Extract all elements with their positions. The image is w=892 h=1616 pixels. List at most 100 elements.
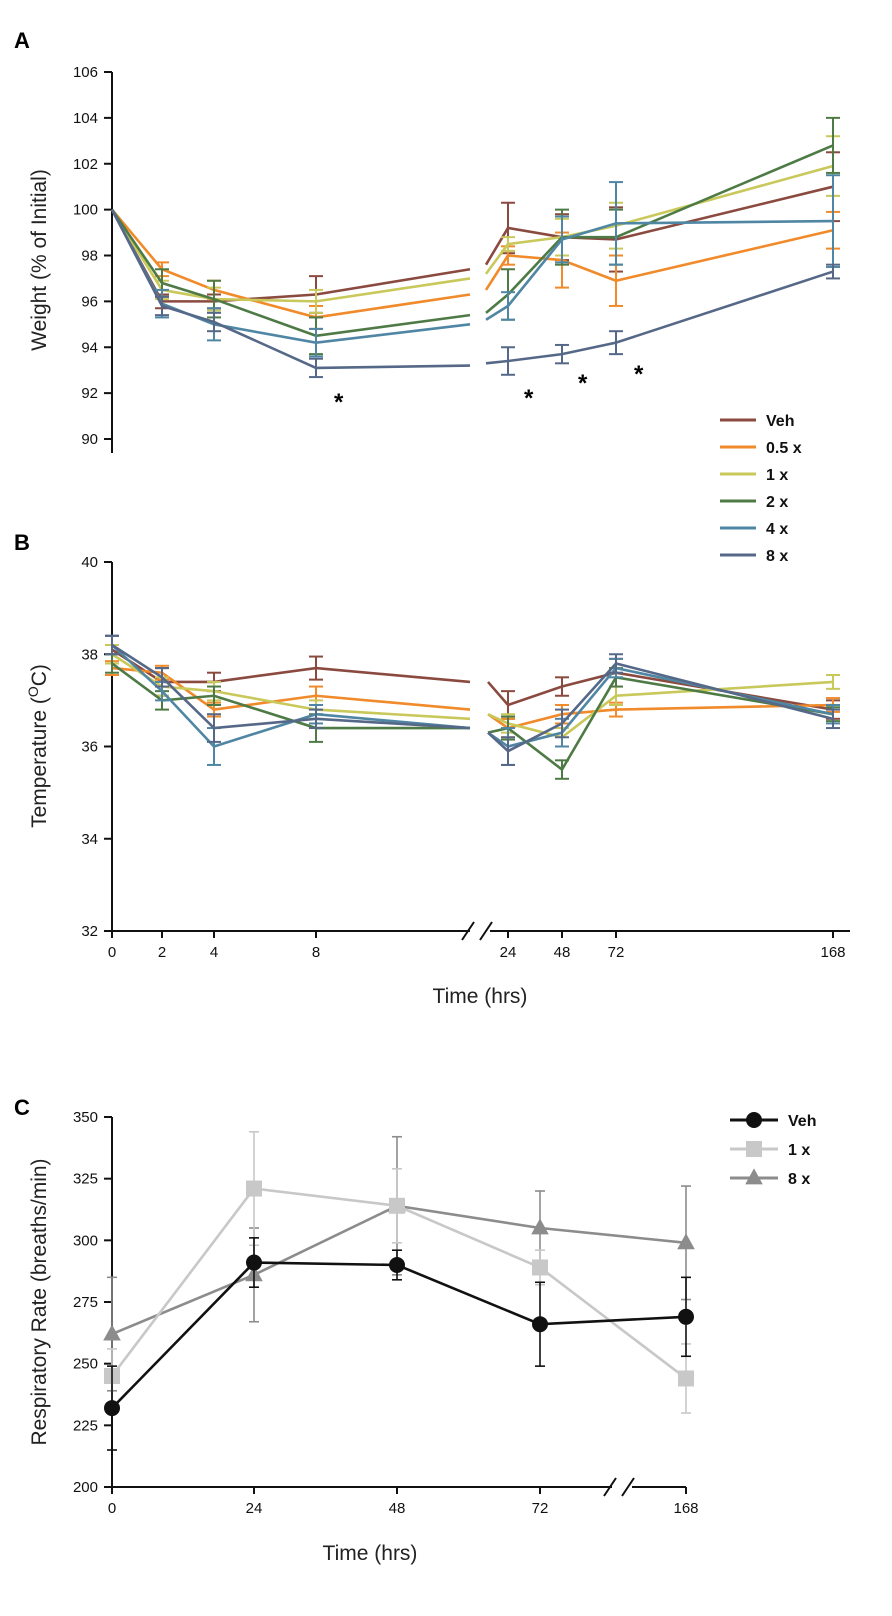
ytick-label: 90 (81, 431, 98, 448)
legend-label: 1 x (766, 467, 788, 484)
series-4x (110, 174, 840, 358)
ytick-label: 96 (81, 293, 98, 310)
panel-b-axes (111, 562, 850, 941)
ytick-label: 275 (73, 1294, 98, 1311)
ytick-label: 94 (81, 339, 98, 356)
panel-c-chart: 200 225 250 275 300 325 350 0 24 48 72 168 Respira… (28, 1109, 699, 1565)
ytick-label: 38 (81, 646, 98, 663)
panel-b-yticks: 32 34 36 38 40 (81, 554, 112, 940)
ytick-label: 32 (81, 923, 98, 940)
xtick-label: 168 (673, 1500, 698, 1517)
data-point (746, 1112, 762, 1128)
data-point (677, 1233, 695, 1250)
annotation-star-4: * (634, 361, 644, 388)
ytick-label: 102 (73, 156, 98, 173)
panel-label-a: A (14, 28, 30, 53)
panel-c-series (103, 1131, 695, 1451)
panel-label-b: B (14, 530, 30, 555)
data-point (532, 1259, 548, 1276)
series-8x (110, 209, 840, 379)
ytick-label: 36 (81, 739, 98, 756)
xtick-label: 0 (108, 1500, 116, 1517)
series-2x (110, 116, 840, 356)
data-point (389, 1197, 405, 1214)
annotation-star-2: * (524, 385, 534, 412)
series-line-pre-break (111, 644, 471, 748)
data-point (531, 1218, 549, 1235)
data-point (104, 1400, 120, 1417)
series-Veh (104, 1237, 694, 1451)
xtick-label: 48 (554, 944, 571, 961)
xtick-label: 24 (500, 944, 517, 961)
ytick-label: 34 (81, 831, 98, 848)
series-line-post-break (485, 270, 834, 365)
legend-label: 1 x (788, 1142, 810, 1159)
panel-c-ylabel: Respiratory Rate (breaths/min) (28, 1158, 51, 1445)
panel-a-yticks: 90 92 94 96 98 100 102 104 106 (73, 64, 112, 448)
panel-c-xticks: 0 24 48 72 168 (108, 1487, 699, 1517)
legend-label: 8 x (766, 548, 788, 565)
data-point (678, 1370, 694, 1387)
annotation-star-1: * (334, 389, 344, 416)
series-line (111, 1261, 687, 1409)
series-line-pre-break (111, 666, 471, 711)
xtick-label: 72 (608, 944, 625, 961)
series-line (110, 1187, 687, 1380)
series-1x (104, 1131, 694, 1414)
ytick-label: 300 (73, 1232, 98, 1249)
panel-c-xlabel: Time (hrs) (323, 1542, 418, 1565)
ytick-label: 40 (81, 554, 98, 571)
data-point (103, 1324, 121, 1341)
ytick-label: 98 (81, 248, 98, 265)
ytick-label: 350 (73, 1109, 98, 1126)
degree-superscript: O (25, 686, 41, 697)
xtick-label: 72 (532, 1500, 549, 1517)
xtick-label: 0 (108, 944, 116, 961)
xtick-label: 8 (312, 944, 320, 961)
panel-b-xlabel: Time (hrs) (433, 985, 528, 1008)
panel-c-axes (111, 1117, 686, 1497)
xtick-label: 4 (210, 944, 218, 961)
series-0-5x (111, 208, 840, 330)
legend-label: 8 x (788, 1171, 810, 1188)
xtick-label: 24 (246, 1500, 263, 1517)
ytick-label: 92 (81, 385, 98, 402)
series-line-pre-break (110, 208, 471, 303)
legend-panel-a-b: Veh 0.5 x 1 x 2 x 4 x 8 x (720, 413, 802, 565)
ytick-label: 104 (73, 110, 98, 127)
ytick-label: 106 (73, 64, 98, 81)
xtick-label: 48 (389, 1500, 406, 1517)
ytick-label: 100 (73, 202, 98, 219)
ytick-label: 225 (73, 1417, 98, 1434)
series-line-pre-break (110, 209, 471, 370)
xtick-label: 168 (820, 944, 845, 961)
panel-b-series (105, 634, 840, 780)
data-point (746, 1141, 762, 1157)
legend-panel-c: Veh 1 x 8 x (730, 1112, 816, 1188)
data-point (246, 1180, 262, 1197)
ytick-label: 325 (73, 1171, 98, 1188)
panel-label-c: C (14, 1095, 30, 1120)
series-line-post-break (484, 185, 834, 266)
data-point (532, 1316, 548, 1333)
data-point (678, 1308, 694, 1325)
legend-label: 2 x (766, 494, 788, 511)
legend-label: 4 x (766, 521, 788, 538)
xtick-label: 2 (158, 944, 166, 961)
legend-label: 0.5 x (766, 440, 802, 457)
data-point (246, 1254, 262, 1271)
series-Veh (110, 151, 840, 314)
ytick-label: 250 (73, 1356, 98, 1373)
panel-b-xticks: 0 2 4 8 24 48 72 168 (108, 931, 846, 961)
panel-a-ylabel: Weight (% of Initial) (28, 169, 51, 351)
data-point (389, 1257, 405, 1273)
data-point (745, 1168, 763, 1185)
series-8x (105, 634, 840, 766)
panel-a-series (110, 116, 840, 379)
ytick-label: 200 (73, 1479, 98, 1496)
legend-label: Veh (788, 1113, 816, 1130)
annotation-star-3: * (578, 370, 588, 397)
panel-b-ylabel: Temperature (OC) (25, 664, 51, 828)
